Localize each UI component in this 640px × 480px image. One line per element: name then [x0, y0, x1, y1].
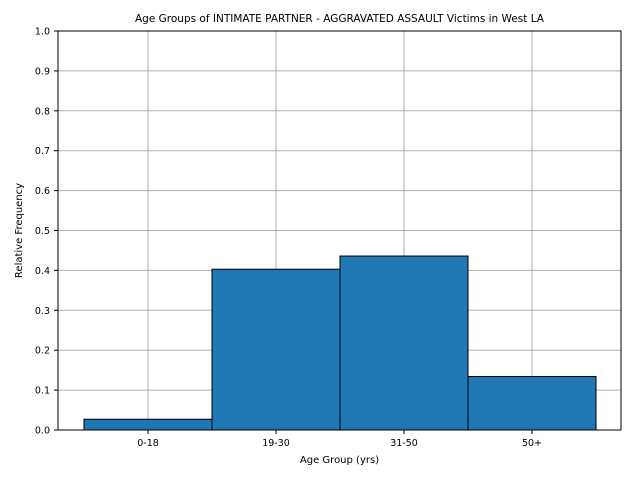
y-tick-label: 0.6 — [35, 186, 50, 197]
y-tick-label: 0.9 — [35, 66, 50, 77]
bar-0-18 — [83, 418, 213, 431]
x-tick-label: 19-30 — [262, 438, 290, 449]
x-axis-ticks: 0-18 19-30 31-50 50+ — [137, 430, 542, 449]
bar-50+ — [467, 376, 597, 431]
x-tick-label: 31-50 — [390, 438, 418, 449]
y-tick-label: 0.5 — [35, 226, 50, 237]
y-tick-label: 0.8 — [35, 106, 50, 117]
bars — [83, 255, 597, 431]
chart-title: Age Groups of INTIMATE PARTNER - AGGRAVA… — [135, 13, 545, 25]
y-tick-label: 0.0 — [35, 426, 50, 437]
y-tick-label: 0.7 — [35, 146, 50, 157]
y-axis-label: Relative Frequency — [14, 183, 25, 278]
y-tick-label: 0.4 — [35, 266, 50, 277]
y-tick-label: 0.1 — [35, 386, 50, 397]
bar-19-30 — [211, 268, 341, 431]
bar-31-50 — [339, 255, 469, 431]
x-tick-label: 0-18 — [137, 438, 159, 449]
x-tick-label: 50+ — [522, 438, 542, 449]
x-axis-label: Age Group (yrs) — [300, 455, 379, 466]
y-axis-ticks: 0.0 0.1 0.2 0.3 0.4 0.5 0.6 0.7 0.8 0.9 1.0 — [35, 27, 58, 437]
y-tick-label: 0.2 — [35, 346, 50, 357]
y-tick-label: 0.3 — [35, 306, 50, 317]
y-tick-label: 1.0 — [35, 27, 50, 38]
